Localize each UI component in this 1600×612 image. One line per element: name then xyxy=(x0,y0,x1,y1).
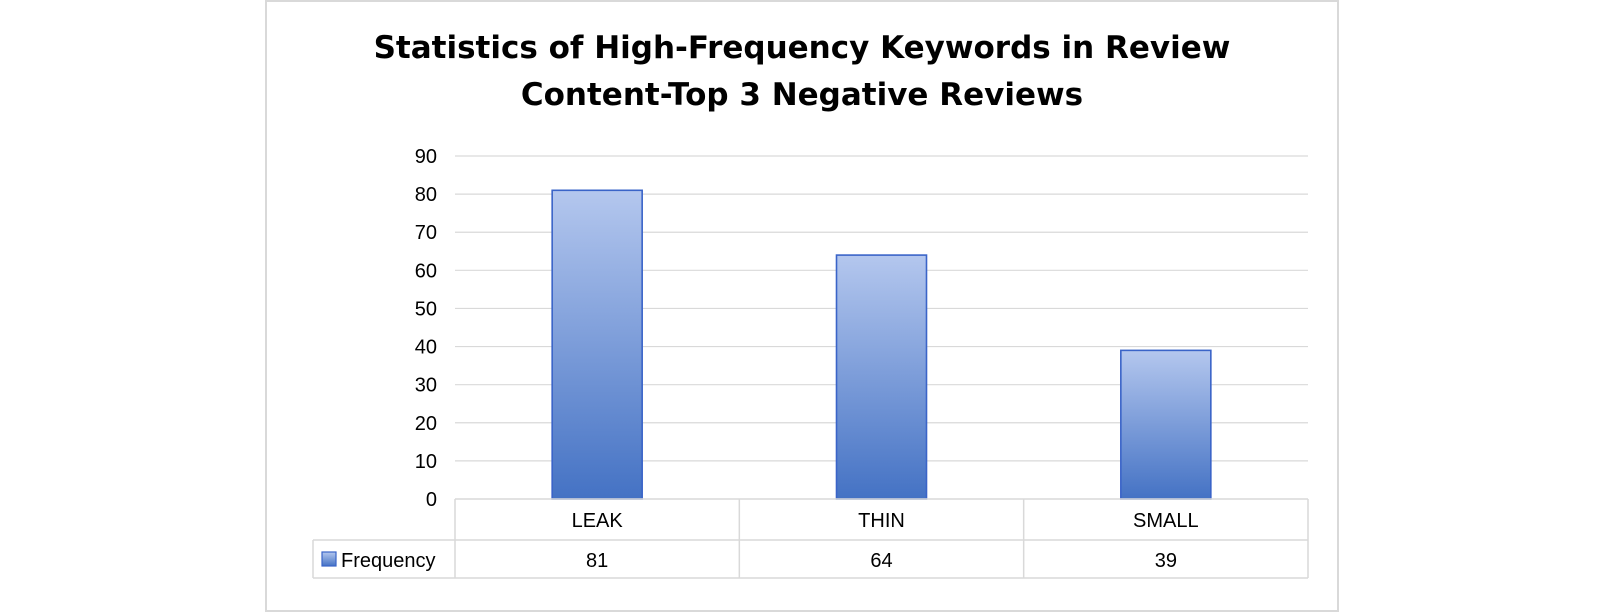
y-tick-label: 0 xyxy=(426,489,437,511)
bar xyxy=(551,189,643,500)
bar xyxy=(1120,349,1212,500)
bars xyxy=(551,189,1212,500)
category-label: THIN xyxy=(858,510,905,532)
y-tick-label: 90 xyxy=(415,146,437,168)
y-tick-label: 70 xyxy=(415,222,437,244)
data-label: 39 xyxy=(1155,550,1177,572)
y-tick-label: 40 xyxy=(415,337,437,359)
y-tick-label: 80 xyxy=(415,184,437,206)
category-label: LEAK xyxy=(572,510,624,532)
category-label: SMALL xyxy=(1133,510,1199,532)
y-tick-label: 30 xyxy=(415,375,437,397)
y-tick-label: 10 xyxy=(415,451,437,473)
y-tick-label: 50 xyxy=(415,298,437,320)
data-label: 64 xyxy=(870,550,892,572)
data-label: 81 xyxy=(586,550,608,572)
legend-label: Frequency xyxy=(341,550,436,572)
chart-title-line-1: Statistics of High-Frequency Keywords in… xyxy=(374,30,1231,66)
chart-title: Statistics of High-Frequency Keywords in… xyxy=(374,30,1231,113)
data-table: LEAK 81 THIN 64 SMALL 39 Frequency xyxy=(312,498,1309,579)
y-tick-label: 20 xyxy=(415,413,437,435)
legend-key xyxy=(321,551,337,567)
bar xyxy=(835,254,928,500)
y-tick-label: 60 xyxy=(415,260,437,282)
chart-frame xyxy=(265,0,1339,612)
y-axis-ticks: 0 10 20 30 40 50 60 70 80 90 xyxy=(415,146,437,511)
chart-title-line-2: Content-Top 3 Negative Reviews xyxy=(521,77,1083,113)
